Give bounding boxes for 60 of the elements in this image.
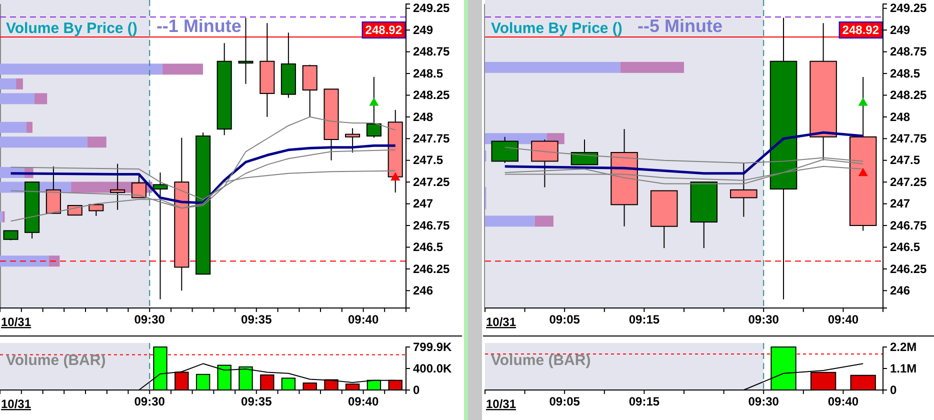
ref-line-label: 248.92: [365, 23, 402, 38]
y-tick-label: 249.25: [413, 1, 450, 16]
x-tick-label: 09:15: [628, 394, 660, 409]
x-tick-label: 09:15: [628, 312, 660, 327]
y-tick-label: 248: [890, 110, 910, 124]
y-tick-label: 248.25: [413, 88, 450, 102]
x-tick-label: 09:05: [549, 312, 580, 327]
y-tick-label: 247.25: [413, 174, 450, 189]
y-tick-label: 246: [890, 283, 910, 298]
text: 10/31: [486, 315, 516, 329]
x-tick-label: 09:35: [241, 394, 272, 409]
y-tick-label: 246.75: [413, 218, 450, 232]
text: Volume By Price (): [491, 20, 622, 37]
x-tick-label: 09:40: [828, 394, 859, 409]
y-tick-label: 249: [890, 22, 910, 37]
y-tick-label: 246.5: [413, 240, 444, 254]
y-tick-label: 2.2M: [890, 340, 917, 354]
text: 10/31: [1, 397, 32, 411]
y-tick-label: 248.75: [413, 44, 450, 59]
y-tick-label: 247: [413, 196, 434, 211]
y-tick-label: 1.1M: [890, 361, 917, 376]
ref-line-label: 248.92: [842, 23, 880, 38]
x-tick-label: 09:40: [348, 394, 379, 409]
y-tick-label: 246.25: [413, 262, 450, 276]
y-tick-label: 247: [890, 196, 910, 211]
y-tick-label: 0: [413, 382, 420, 397]
y-tick-label: 249: [413, 22, 434, 37]
y-tick-label: 400.0K: [413, 361, 452, 376]
y-tick-label: 248: [413, 110, 434, 124]
y-tick-label: 246: [413, 283, 434, 298]
y-tick-label: 247.25: [890, 174, 928, 189]
y-tick-label: 248.5: [890, 66, 920, 80]
y-tick-label: 0: [890, 382, 897, 397]
y-tick-label: 248.5: [413, 66, 444, 80]
text: --1 Minute: [156, 16, 242, 36]
x-tick-label: 09:30: [748, 394, 780, 409]
text: 10/31: [486, 397, 516, 411]
y-tick-label: 246.75: [890, 218, 928, 232]
x-tick-label: 09:40: [828, 312, 859, 327]
text: Volume By Price (): [6, 20, 138, 37]
y-tick-label: 249.25: [890, 1, 928, 16]
y-tick-label: 247.5: [890, 153, 920, 168]
y-tick-label: 247.75: [413, 131, 450, 146]
text: 10/31: [1, 315, 32, 329]
x-tick-label: 09:40: [348, 312, 379, 327]
x-tick-label: 09:30: [134, 394, 166, 409]
y-tick-label: 247.5: [413, 153, 444, 168]
chart-title: Volume (BAR): [6, 352, 106, 369]
y-tick-label: 799.9K: [413, 340, 452, 354]
x-tick-label: 09:30: [134, 312, 166, 327]
y-tick-label: 247.75: [890, 131, 928, 146]
y-tick-label: 248.75: [890, 44, 928, 59]
x-tick-label: 09:05: [549, 394, 580, 409]
chart-title: Volume (BAR): [491, 352, 591, 369]
y-tick-label: 246.5: [890, 240, 920, 254]
y-tick-label: 246.25: [890, 262, 928, 276]
x-tick-label: 09:35: [241, 312, 272, 327]
text: --5 Minute: [638, 16, 723, 36]
y-tick-label: 248.25: [890, 88, 928, 102]
x-tick-label: 09:30: [748, 312, 780, 327]
